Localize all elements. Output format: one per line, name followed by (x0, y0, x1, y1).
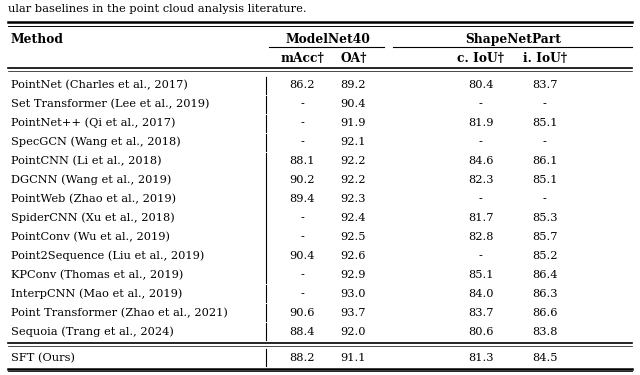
Text: Method: Method (11, 33, 64, 46)
Text: -: - (301, 99, 305, 109)
Text: Sequoia (Trang et al., 2024): Sequoia (Trang et al., 2024) (11, 327, 174, 337)
Text: 80.6: 80.6 (468, 327, 493, 337)
Text: 86.4: 86.4 (532, 270, 557, 280)
Text: 89.2: 89.2 (340, 80, 366, 90)
Text: 88.1: 88.1 (290, 156, 316, 166)
Text: 86.6: 86.6 (532, 308, 557, 318)
Text: PointNet (Charles et al., 2017): PointNet (Charles et al., 2017) (11, 80, 188, 90)
Text: 88.4: 88.4 (290, 327, 316, 337)
Text: -: - (301, 289, 305, 299)
Text: 84.0: 84.0 (468, 289, 493, 299)
Text: -: - (479, 137, 483, 147)
Text: Set Transformer (Lee et al., 2019): Set Transformer (Lee et al., 2019) (11, 99, 209, 109)
Text: 92.5: 92.5 (340, 232, 366, 242)
Text: 92.4: 92.4 (340, 213, 366, 223)
Text: 92.9: 92.9 (340, 270, 366, 280)
Text: -: - (479, 99, 483, 109)
Text: -: - (301, 270, 305, 280)
Text: DGCNN (Wang et al., 2019): DGCNN (Wang et al., 2019) (11, 175, 172, 185)
Text: KPConv (Thomas et al., 2019): KPConv (Thomas et al., 2019) (11, 270, 183, 280)
Text: 93.7: 93.7 (340, 308, 366, 318)
Text: 92.6: 92.6 (340, 251, 366, 261)
Text: 88.2: 88.2 (290, 353, 316, 363)
Text: 81.9: 81.9 (468, 118, 493, 128)
Text: 82.8: 82.8 (468, 232, 493, 242)
Text: 81.7: 81.7 (468, 213, 493, 223)
Text: -: - (479, 194, 483, 204)
Text: c. IoU†: c. IoU† (458, 52, 504, 65)
Text: PointNet++ (Qi et al., 2017): PointNet++ (Qi et al., 2017) (11, 118, 175, 128)
Text: 90.6: 90.6 (290, 308, 316, 318)
Text: PointWeb (Zhao et al., 2019): PointWeb (Zhao et al., 2019) (11, 194, 176, 204)
Text: ShapeNetPart: ShapeNetPart (465, 33, 561, 46)
Text: 90.2: 90.2 (290, 175, 316, 185)
Text: 85.2: 85.2 (532, 251, 557, 261)
Text: 85.1: 85.1 (532, 175, 557, 185)
Text: SpiderCNN (Xu et al., 2018): SpiderCNN (Xu et al., 2018) (11, 213, 175, 223)
Text: Point Transformer (Zhao et al., 2021): Point Transformer (Zhao et al., 2021) (11, 308, 228, 318)
Text: -: - (543, 99, 547, 109)
Text: 85.1: 85.1 (532, 118, 557, 128)
Text: 92.1: 92.1 (340, 137, 366, 147)
Text: 83.7: 83.7 (532, 80, 557, 90)
Text: SpecGCN (Wang et al., 2018): SpecGCN (Wang et al., 2018) (11, 137, 180, 147)
Text: 83.7: 83.7 (468, 308, 493, 318)
Text: 86.3: 86.3 (532, 289, 557, 299)
Text: PointCNN (Li et al., 2018): PointCNN (Li et al., 2018) (11, 156, 161, 166)
Text: 91.9: 91.9 (340, 118, 366, 128)
Text: i. IoU†: i. IoU† (522, 52, 566, 65)
Text: ModelNet40: ModelNet40 (285, 33, 371, 46)
Text: 90.4: 90.4 (340, 99, 366, 109)
Text: 84.6: 84.6 (468, 156, 493, 166)
Text: -: - (479, 251, 483, 261)
Text: PointConv (Wu et al., 2019): PointConv (Wu et al., 2019) (11, 232, 170, 242)
Text: 85.7: 85.7 (532, 232, 557, 242)
Text: InterpCNN (Mao et al., 2019): InterpCNN (Mao et al., 2019) (11, 289, 182, 299)
Text: 93.0: 93.0 (340, 289, 366, 299)
Text: 83.8: 83.8 (532, 327, 557, 337)
Text: 82.3: 82.3 (468, 175, 493, 185)
Text: 80.4: 80.4 (468, 80, 493, 90)
Text: -: - (301, 213, 305, 223)
Text: -: - (301, 232, 305, 242)
Text: 90.4: 90.4 (290, 251, 316, 261)
Text: 85.3: 85.3 (532, 213, 557, 223)
Text: 86.2: 86.2 (290, 80, 316, 90)
Text: 91.1: 91.1 (340, 353, 366, 363)
Text: 92.3: 92.3 (340, 194, 366, 204)
Text: 92.2: 92.2 (340, 156, 366, 166)
Text: 86.1: 86.1 (532, 156, 557, 166)
Text: -: - (543, 137, 547, 147)
Text: SFT (Ours): SFT (Ours) (11, 353, 75, 363)
Text: 81.3: 81.3 (468, 353, 493, 363)
Text: -: - (543, 194, 547, 204)
Text: Point2Sequence (Liu et al., 2019): Point2Sequence (Liu et al., 2019) (11, 251, 204, 261)
Text: 92.0: 92.0 (340, 327, 366, 337)
Text: -: - (301, 137, 305, 147)
Text: 89.4: 89.4 (290, 194, 316, 204)
Text: OA†: OA† (340, 52, 367, 65)
Text: 85.1: 85.1 (468, 270, 493, 280)
Text: ular baselines in the point cloud analysis literature.: ular baselines in the point cloud analys… (8, 4, 307, 14)
Text: 84.5: 84.5 (532, 353, 557, 363)
Text: 92.2: 92.2 (340, 175, 366, 185)
Text: mAcc†: mAcc† (280, 52, 324, 65)
Text: -: - (301, 118, 305, 128)
